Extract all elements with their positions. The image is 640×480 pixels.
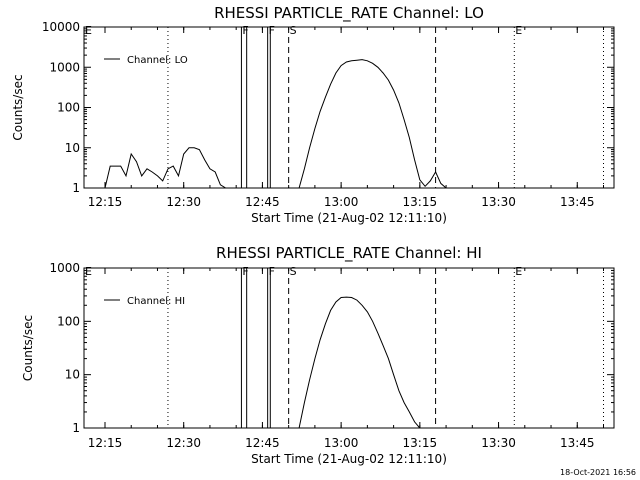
x-tick-label: 13:30 [481, 195, 516, 209]
y-tick-label: 1 [72, 421, 80, 435]
generated-timestamp: 18-Oct-2021 16:56 [560, 468, 636, 477]
flag-label: F [242, 24, 248, 37]
series-line [104, 59, 447, 189]
flag-label: E [85, 265, 92, 278]
x-tick-label: 13:00 [324, 195, 359, 209]
y-tick-label: 10 [65, 368, 80, 382]
x-tick-label: 13:45 [560, 436, 595, 450]
panel-lo: RHESSI PARTICLE_RATE Channel: LO E F F S E 12:… [11, 4, 615, 225]
x-tick-label: 13:15 [403, 195, 438, 209]
y-tick-label: 100 [57, 314, 80, 328]
y-tick-label: 100 [57, 101, 80, 115]
panel-hi: RHESSI PARTICLE_RATE Channel: HI E F F S E 12:… [21, 244, 615, 466]
x-tick-label: 12:45 [245, 195, 280, 209]
y-tick-label: 1000 [49, 60, 80, 74]
x-tick-label: 13:15 [403, 436, 438, 450]
flag-label: S [290, 265, 297, 278]
x-tick-label: 12:30 [166, 195, 201, 209]
legend-entry: Channel: LO [127, 55, 188, 66]
chart-title: RHESSI PARTICLE_RATE Channel: HI [216, 244, 482, 263]
x-tick-label: 12:15 [88, 436, 123, 450]
flag-label: F [269, 265, 275, 278]
flag-label: E [515, 24, 522, 37]
x-tick-label: 13:45 [560, 195, 595, 209]
x-tick-label: 13:30 [481, 436, 516, 450]
x-axis-label: Start Time (21-Aug-02 12:11:10) [251, 452, 447, 466]
flag-label: E [85, 24, 92, 37]
y-tick-label: 1000 [49, 261, 80, 275]
flag-label: S [290, 24, 297, 37]
y-tick-label: 10 [65, 141, 80, 155]
x-tick-label: 12:15 [88, 195, 123, 209]
x-tick-label: 12:45 [245, 436, 280, 450]
x-tick-label: 13:00 [324, 436, 359, 450]
plot-frame [83, 26, 615, 189]
flag-label: F [242, 265, 248, 278]
legend-entry: Channel: HI [127, 296, 185, 307]
series-line [298, 296, 421, 429]
y-axis-label: Counts/sec [21, 315, 35, 381]
flag-label: F [269, 24, 275, 37]
x-tick-label: 12:30 [166, 436, 201, 450]
flag-label: E [515, 265, 522, 278]
y-axis-label: Counts/sec [11, 74, 25, 140]
x-axis-label: Start Time (21-Aug-02 12:11:10) [251, 211, 447, 225]
y-tick-label: 1 [72, 181, 80, 195]
plot-frame [83, 267, 615, 429]
chart-title: RHESSI PARTICLE_RATE Channel: LO [214, 4, 484, 23]
y-tick-label: 10000 [42, 20, 80, 34]
